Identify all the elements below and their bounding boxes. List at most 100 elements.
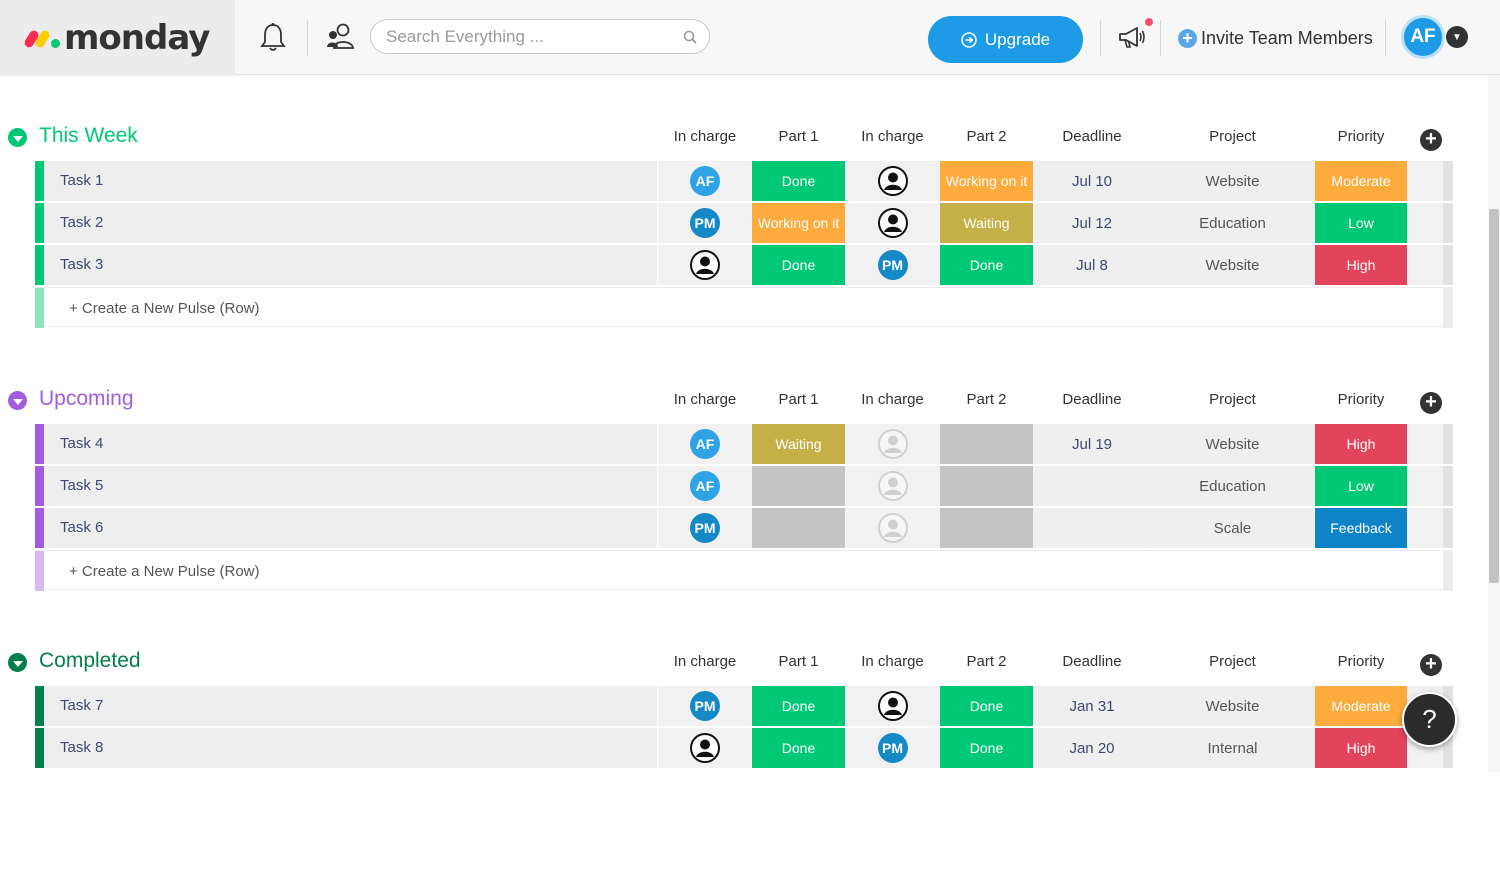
- column-header[interactable]: Part 2: [966, 391, 1007, 408]
- upgrade-button[interactable]: Upgrade: [928, 16, 1083, 63]
- part1-status[interactable]: Working on it: [752, 203, 845, 243]
- person-avatar[interactable]: AF: [690, 429, 720, 459]
- table-row[interactable]: Task 8 Done PM Done Jan 20 Internal High: [35, 728, 1453, 768]
- in-charge-cell[interactable]: PM: [846, 245, 939, 285]
- task-name[interactable]: Task 6: [60, 519, 104, 536]
- task-name-cell[interactable]: [44, 245, 658, 285]
- in-charge-cell[interactable]: PM: [659, 686, 751, 726]
- column-header[interactable]: Deadline: [1062, 128, 1122, 145]
- priority-status[interactable]: High: [1315, 424, 1407, 464]
- in-charge-cell[interactable]: [846, 161, 939, 201]
- part1-status[interactable]: Done: [752, 686, 845, 726]
- column-header[interactable]: Project: [1209, 391, 1256, 408]
- part2-status[interactable]: Waiting: [940, 203, 1033, 243]
- task-name-cell[interactable]: [44, 424, 658, 464]
- priority-status[interactable]: High: [1315, 245, 1407, 285]
- task-name[interactable]: Task 2: [60, 214, 104, 231]
- project-cell[interactable]: Education: [1151, 466, 1314, 506]
- task-name-cell[interactable]: [44, 508, 658, 548]
- user-icon[interactable]: [877, 166, 908, 196]
- part1-status[interactable]: Done: [752, 728, 845, 768]
- column-header[interactable]: In charge: [861, 128, 924, 145]
- user-avatar[interactable]: AF: [1401, 15, 1445, 59]
- in-charge-cell[interactable]: AF: [659, 466, 751, 506]
- group-title[interactable]: This Week: [39, 124, 138, 147]
- user-icon[interactable]: [690, 733, 720, 763]
- in-charge-cell[interactable]: [846, 424, 939, 464]
- table-row[interactable]: Task 4 AF Waiting Jul 19 Website High: [35, 424, 1453, 464]
- column-header[interactable]: Priority: [1337, 653, 1385, 670]
- in-charge-cell[interactable]: AF: [659, 161, 751, 201]
- chevron-down-icon[interactable]: ▼: [1446, 26, 1468, 48]
- part1-status[interactable]: [752, 508, 845, 548]
- deadline-cell[interactable]: [1034, 466, 1150, 506]
- column-header[interactable]: Part 2: [966, 128, 1007, 145]
- user-icon[interactable]: [690, 250, 720, 280]
- column-header[interactable]: Priority: [1337, 128, 1385, 145]
- group-title[interactable]: Upcoming: [39, 387, 134, 410]
- project-cell[interactable]: Scale: [1151, 508, 1314, 548]
- add-column-icon[interactable]: +: [1420, 392, 1442, 414]
- part1-status[interactable]: Waiting: [752, 424, 845, 464]
- in-charge-cell[interactable]: [659, 245, 751, 285]
- empty-person-icon[interactable]: [877, 429, 908, 459]
- create-pulse-label[interactable]: + Create a New Pulse (Row): [69, 563, 260, 580]
- in-charge-cell[interactable]: [846, 686, 939, 726]
- deadline-cell[interactable]: Jan 31: [1034, 686, 1150, 726]
- in-charge-cell[interactable]: PM: [846, 728, 939, 768]
- project-cell[interactable]: Education: [1151, 203, 1314, 243]
- deadline-cell[interactable]: Jul 12: [1034, 203, 1150, 243]
- column-header[interactable]: Part 1: [778, 653, 819, 670]
- create-pulse-label[interactable]: + Create a New Pulse (Row): [69, 300, 260, 317]
- deadline-cell[interactable]: [1034, 508, 1150, 548]
- person-avatar[interactable]: PM: [690, 208, 720, 238]
- part2-status[interactable]: Done: [940, 245, 1033, 285]
- in-charge-cell[interactable]: [846, 466, 939, 506]
- search-input[interactable]: [386, 26, 683, 47]
- project-cell[interactable]: Internal: [1151, 728, 1314, 768]
- group-title[interactable]: Completed: [39, 649, 141, 672]
- task-name[interactable]: Task 8: [60, 739, 104, 756]
- chevron-down-icon[interactable]: [8, 391, 27, 410]
- person-avatar[interactable]: PM: [690, 691, 720, 721]
- priority-status[interactable]: Feedback: [1315, 508, 1407, 548]
- priority-status[interactable]: Moderate: [1315, 161, 1407, 201]
- in-charge-cell[interactable]: [846, 508, 939, 548]
- column-header[interactable]: In charge: [861, 653, 924, 670]
- column-header[interactable]: In charge: [861, 391, 924, 408]
- search-bar[interactable]: [370, 19, 710, 54]
- user-icon[interactable]: [877, 691, 908, 721]
- task-name[interactable]: Task 4: [60, 435, 104, 452]
- person-avatar[interactable]: AF: [690, 471, 720, 501]
- in-charge-cell[interactable]: PM: [659, 203, 751, 243]
- part1-status[interactable]: [752, 466, 845, 506]
- in-charge-cell[interactable]: [846, 203, 939, 243]
- task-name-cell[interactable]: [44, 161, 658, 201]
- user-icon[interactable]: [877, 208, 908, 238]
- deadline-cell[interactable]: Jul 10: [1034, 161, 1150, 201]
- table-row[interactable]: Task 5 AF Education Low: [35, 466, 1453, 506]
- column-header[interactable]: In charge: [673, 391, 737, 408]
- part2-status[interactable]: [940, 424, 1033, 464]
- help-button[interactable]: ?: [1402, 692, 1457, 747]
- people-icon[interactable]: [326, 22, 356, 50]
- part2-status[interactable]: [940, 508, 1033, 548]
- add-column-icon[interactable]: +: [1420, 654, 1442, 676]
- logo[interactable]: monday: [0, 0, 235, 75]
- column-header[interactable]: Deadline: [1062, 653, 1122, 670]
- part1-status[interactable]: Done: [752, 161, 845, 201]
- task-name-cell[interactable]: [44, 203, 658, 243]
- search-icon[interactable]: [683, 30, 697, 44]
- project-cell[interactable]: Website: [1151, 424, 1314, 464]
- task-name[interactable]: Task 7: [60, 697, 104, 714]
- invite-team-button[interactable]: + Invite Team Members: [1178, 25, 1373, 51]
- priority-status[interactable]: High: [1315, 728, 1407, 768]
- deadline-cell[interactable]: Jan 20: [1034, 728, 1150, 768]
- task-name[interactable]: Task 1: [60, 172, 104, 189]
- add-column-icon[interactable]: +: [1420, 129, 1442, 151]
- part1-status[interactable]: Done: [752, 245, 845, 285]
- deadline-cell[interactable]: Jul 8: [1034, 245, 1150, 285]
- column-header[interactable]: Priority: [1337, 391, 1385, 408]
- person-avatar[interactable]: PM: [877, 733, 908, 763]
- column-header[interactable]: Deadline: [1062, 391, 1122, 408]
